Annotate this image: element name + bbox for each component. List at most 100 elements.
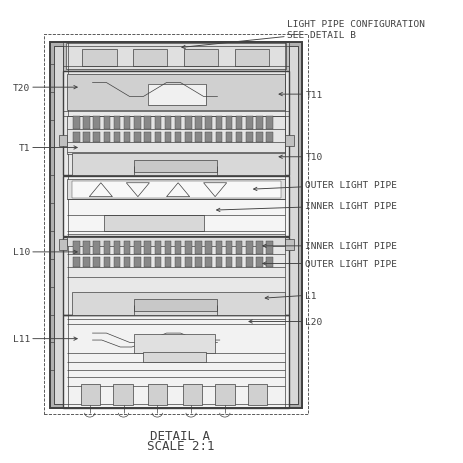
Bar [175, 257, 181, 268]
Bar [134, 257, 140, 268]
Bar [245, 132, 252, 143]
Bar [93, 132, 100, 143]
Bar [124, 242, 130, 255]
Bar [134, 242, 140, 255]
Bar [185, 257, 191, 268]
Bar [256, 132, 262, 143]
Bar [148, 384, 167, 405]
Bar [256, 242, 262, 255]
Bar [67, 237, 285, 246]
Bar [185, 132, 191, 143]
Bar [185, 117, 191, 130]
Bar [81, 50, 116, 67]
Bar [234, 50, 269, 67]
Bar [134, 300, 217, 311]
Bar [50, 43, 68, 408]
Bar [83, 257, 89, 268]
Bar [93, 242, 100, 255]
Bar [266, 257, 272, 268]
Bar [113, 117, 120, 130]
Bar [247, 384, 266, 405]
Bar [54, 47, 297, 404]
Bar [143, 352, 206, 362]
Bar [144, 257, 150, 268]
Bar [103, 132, 110, 143]
Bar [72, 181, 280, 198]
Bar [245, 257, 252, 268]
Bar [132, 50, 167, 67]
Bar [284, 43, 301, 408]
Bar [67, 179, 285, 200]
Bar [134, 132, 140, 143]
Bar [234, 50, 269, 67]
Bar [134, 161, 217, 172]
Text: T20: T20 [13, 83, 77, 93]
Bar [67, 117, 285, 155]
Bar [59, 136, 67, 146]
Bar [113, 384, 132, 405]
Bar [113, 242, 120, 255]
Bar [73, 242, 79, 255]
Bar [72, 293, 284, 315]
Text: OUTER LIGHT PIPE: OUTER LIGHT PIPE [263, 259, 396, 269]
Bar [63, 316, 288, 408]
Bar [266, 242, 272, 255]
Bar [175, 117, 181, 130]
Bar [81, 384, 100, 405]
Bar [195, 117, 201, 130]
Bar [154, 242, 161, 255]
Text: L20: L20 [249, 317, 322, 326]
Bar [285, 136, 293, 146]
Bar [66, 44, 286, 69]
Bar [256, 117, 262, 130]
Bar [154, 117, 161, 130]
Bar [93, 117, 100, 130]
Bar [175, 242, 181, 255]
Bar [63, 42, 288, 72]
Text: LIGHT PIPE CONFIGURATION
SEE DETAIL B: LIGHT PIPE CONFIGURATION SEE DETAIL B [181, 20, 424, 50]
Bar [134, 334, 215, 353]
Bar [54, 47, 63, 404]
Bar [205, 257, 212, 268]
Bar [83, 117, 89, 130]
Bar [215, 257, 222, 268]
Bar [63, 316, 288, 408]
Bar [103, 117, 110, 130]
Bar [63, 72, 288, 176]
Bar [81, 50, 116, 67]
Bar [236, 132, 242, 143]
Bar [236, 257, 242, 268]
Bar [73, 117, 79, 130]
Text: T1: T1 [19, 144, 77, 153]
Bar [73, 257, 79, 268]
Bar [164, 242, 171, 255]
Bar [59, 240, 67, 250]
Bar [103, 257, 110, 268]
Bar [63, 237, 288, 315]
Bar [44, 35, 307, 414]
Bar [67, 117, 285, 155]
Bar [104, 215, 203, 232]
Bar [113, 132, 120, 143]
Bar [132, 50, 167, 67]
Bar [205, 242, 212, 255]
Bar [50, 43, 68, 408]
Text: SCALE 2:1: SCALE 2:1 [146, 439, 214, 452]
Bar [63, 237, 288, 315]
Bar [215, 132, 222, 143]
Bar [124, 132, 130, 143]
Bar [124, 117, 130, 130]
Bar [148, 85, 206, 106]
Bar [245, 117, 252, 130]
Bar [236, 242, 242, 255]
Bar [225, 257, 232, 268]
Bar [63, 72, 288, 176]
Bar [63, 177, 288, 236]
Bar [148, 85, 206, 106]
Bar [245, 242, 252, 255]
Bar [63, 177, 288, 236]
Bar [236, 117, 242, 130]
Bar [73, 132, 79, 143]
Text: T11: T11 [278, 90, 322, 100]
Bar [225, 132, 232, 143]
